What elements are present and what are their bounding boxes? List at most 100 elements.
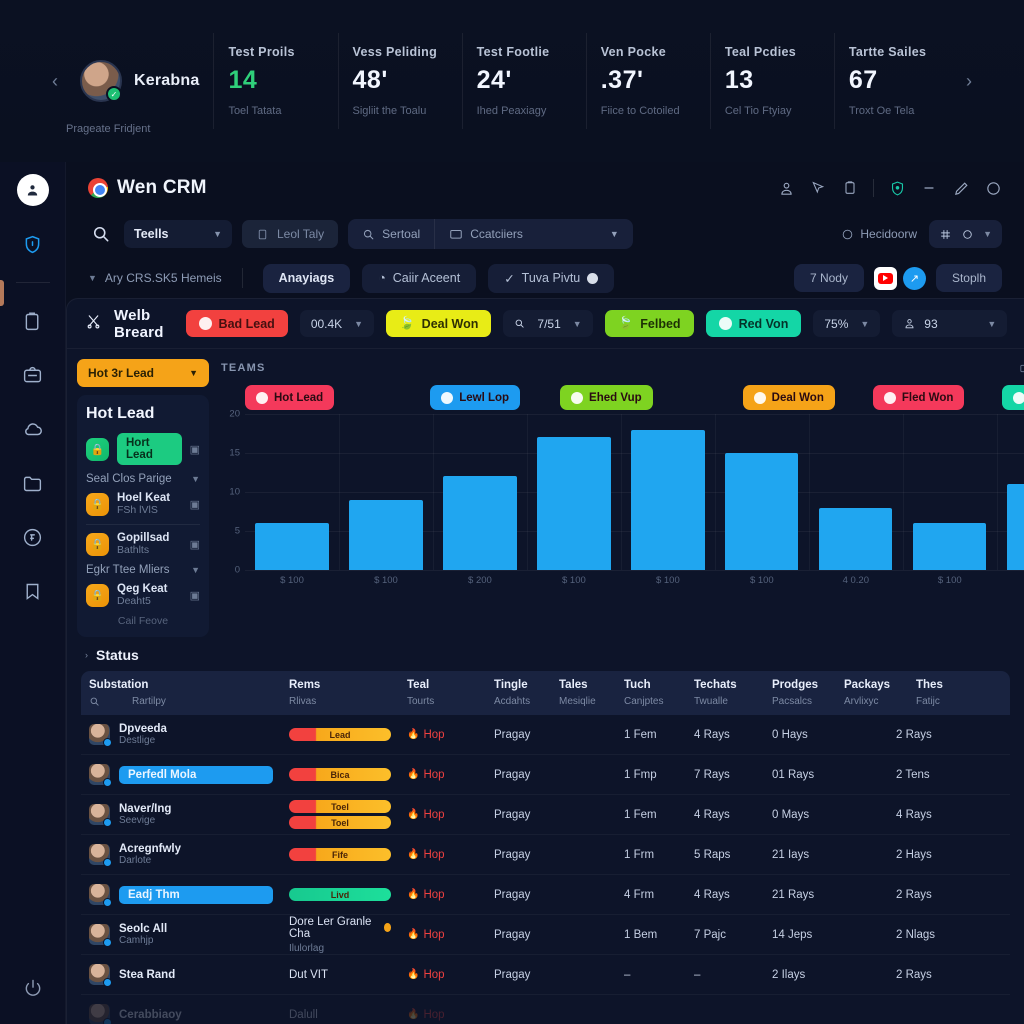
table-cell-substation[interactable]: Naver/Ing Seevige [81, 803, 281, 827]
chart-bar-group[interactable] [903, 414, 997, 570]
cursor-icon[interactable] [809, 179, 827, 197]
chart-bar-group[interactable] [245, 414, 339, 570]
clipboard-icon[interactable] [841, 179, 859, 197]
table-cell-prodges[interactable]: 2 Ilays [764, 969, 888, 981]
table-cell-techats[interactable]: 4 Rays [686, 809, 764, 821]
table-row[interactable]: Seolc All Camhjp Dore Ler Granle Cha Ilulor… [81, 915, 1010, 955]
kpi-card-3[interactable]: Ven Pocke .37ʹ Fiice to Cotoiled [585, 33, 710, 129]
table-cell-teal[interactable]: 🔥 Hop [399, 969, 486, 981]
search-input[interactable]: Sertoal [348, 219, 434, 249]
chart-bar-group[interactable] [715, 414, 809, 570]
pill-bad-lead[interactable]: Bad Lead [185, 310, 288, 337]
table-cell-teal[interactable]: 🔥 Hop [399, 849, 486, 861]
brand[interactable]: Wen CRM [88, 177, 207, 199]
stat-select-3[interactable]: 75% ▼ [813, 310, 881, 337]
table-cell-thes[interactable]: 2 Rays [888, 889, 973, 901]
minus-icon[interactable] [920, 179, 938, 197]
table-cell-thes[interactable]: 2 Hays [888, 849, 973, 861]
layout-select[interactable]: ▼ [929, 220, 1002, 248]
table-cell-teal[interactable]: 🔥 Hop [399, 889, 486, 901]
chart-columns-button[interactable]: COLUMNS [1019, 362, 1024, 374]
tab-caiir-aceent[interactable]: ◔ Caiir Aceent [362, 263, 477, 293]
user-avatar-icon[interactable] [16, 174, 49, 206]
table-cell-substation[interactable]: Seolc All Camhjp [81, 923, 281, 947]
table-cell-prodges[interactable]: 14 Jeps [764, 929, 888, 941]
table-cell-rems[interactable]: Lead [281, 728, 399, 741]
table-cell-tingle[interactable]: Pragay [486, 809, 616, 821]
table-cell-tuch[interactable]: 1 Fem [616, 809, 686, 821]
lead-tally-button[interactable]: Leol Taly [242, 220, 339, 248]
search-icon[interactable] [88, 224, 114, 244]
chart-bar-group[interactable] [621, 414, 715, 570]
table-cell-rems[interactable]: Livd [281, 888, 399, 901]
chart-legend-item[interactable]: Deal Won [742, 385, 835, 410]
chart-bar-group[interactable] [997, 414, 1024, 570]
table-cell-tingle[interactable]: Pragay [486, 849, 616, 861]
table-cell-rems[interactable]: Bica [281, 768, 399, 781]
table-cell-teal[interactable]: 🔥 Hop [399, 809, 486, 821]
lead-type-select[interactable]: Hot 3r Lead ▼ [77, 359, 209, 387]
table-column-header[interactable]: Tuch Canjptes [616, 679, 686, 707]
table-cell-techats[interactable]: 7 Rays [686, 769, 764, 781]
table-cell-thes[interactable]: 2 Tens [888, 769, 973, 781]
chart-legend-item[interactable]: Ehed Vup [560, 385, 653, 410]
table-cell-substation[interactable]: Dpveeda Destlige [81, 723, 281, 747]
chart-bar[interactable] [537, 437, 611, 570]
chart-bar[interactable] [349, 499, 423, 570]
chart-bar-group[interactable] [809, 414, 903, 570]
table-cell-substation[interactable]: Cerabbiaoy [81, 1004, 281, 1024]
table-cell-tuch[interactable]: 1 Fem [616, 729, 686, 741]
table-cell-rems[interactable]: Dut VIT [281, 969, 399, 981]
lead-subsection-1[interactable]: Seal Clos Parige ▼ [86, 473, 200, 485]
table-cell-rems[interactable]: Dalull [281, 1009, 399, 1021]
stat-select-4[interactable]: 93 ▼ [892, 310, 1008, 337]
table-cell-rems[interactable]: Toel Toel [281, 800, 399, 829]
chart-bar[interactable] [443, 476, 517, 570]
stat-select-2[interactable]: 7/51 ▼ [503, 310, 593, 337]
table-row[interactable]: Dpveeda Destlige Lead 🔥 Hop Pragay 1 Fem 4 Rays… [81, 715, 1010, 755]
chart-bar[interactable] [255, 523, 329, 570]
table-column-header[interactable]: Rems Rlivas [281, 679, 399, 707]
table-cell-rems[interactable]: Fife [281, 848, 399, 861]
kpi-profile-card[interactable]: ✓ Kerabna Prageate Fridjent [66, 33, 213, 135]
table-status-header[interactable]: › Status [67, 639, 1024, 671]
table-cell-rems[interactable]: Dore Ler Granle Cha Ilulorlag [281, 916, 399, 954]
table-cell-substation[interactable]: Eadj Thm [81, 884, 281, 907]
table-cell-teal[interactable]: 🔥 Hop [399, 929, 486, 941]
table-cell-teal[interactable]: 🔥 Hop [399, 729, 486, 741]
table-row[interactable]: Eadj Thm Livd 🔥 Hop Pragay 4 Frm 4 Rays 21 Rays… [81, 875, 1010, 915]
table-cell-techats[interactable]: 7 Pajc [686, 929, 764, 941]
youtube-icon[interactable] [873, 266, 897, 290]
table-cell-teal[interactable]: 🔥 Hop [399, 1009, 486, 1021]
table-cell-tuch[interactable]: 4 Frm [616, 889, 686, 901]
table-cell-substation[interactable]: Acregnfwly Darlote [81, 843, 281, 867]
chart-bar[interactable] [1007, 484, 1024, 570]
table-cell-tuch[interactable]: – [616, 969, 686, 981]
table-column-header[interactable]: Prodges Pacsalcs [764, 679, 836, 707]
kpi-card-4[interactable]: Teal Pcdies 13 Cel Tio Ftyiay [709, 33, 834, 129]
table-cell-prodges[interactable]: 0 Hays [764, 729, 888, 741]
catchers-select[interactable]: Ccatciiers ▼ [434, 219, 633, 249]
lead-chip-row[interactable]: 🔒 Hort Lead ▣ [86, 433, 200, 465]
table-column-header[interactable]: Tales Mesiqlie [551, 679, 616, 707]
power-icon[interactable] [17, 972, 49, 1004]
card-icon[interactable]: ▣ [189, 443, 200, 456]
kpi-card-5[interactable]: Tartte Sailes 67 Troxt Oe Tela [833, 33, 958, 129]
table-cell-tingle[interactable]: Pragay [486, 729, 616, 741]
table-row[interactable]: Perfedl Mola Bica 🔥 Hop Pragay 1 Fmp 7 Rays 01 … [81, 755, 1010, 795]
tab-tuva-pivtu[interactable]: ✓ Tuva Pivtu [488, 263, 615, 293]
chart-bar[interactable] [631, 429, 705, 570]
table-cell-techats[interactable]: 5 Raps [686, 849, 764, 861]
pill-deal-won[interactable]: 🍃 Deal Won [386, 310, 492, 337]
table-cell-prodges[interactable]: 21 Rays [764, 889, 888, 901]
table-column-header[interactable]: Tingle Acdahts [486, 679, 551, 707]
kpi-prev-arrow[interactable]: ‹ [52, 70, 58, 91]
clipboard-icon[interactable] [17, 305, 49, 337]
table-cell-tingle[interactable]: Pragay [486, 889, 616, 901]
table-cell-teal[interactable]: 🔥 Hop [399, 769, 486, 781]
shield-icon[interactable] [888, 179, 906, 197]
table-row[interactable]: Stea Rand Dut VIT 🔥 Hop Pragay – – 2 Ilays 2 Ray… [81, 955, 1010, 995]
table-cell-tuch[interactable]: 1 Bem [616, 929, 686, 941]
kpi-card-0[interactable]: Test Proils 14 Toel Tatata [213, 33, 337, 129]
table-cell-prodges[interactable]: 01 Rays [764, 769, 888, 781]
